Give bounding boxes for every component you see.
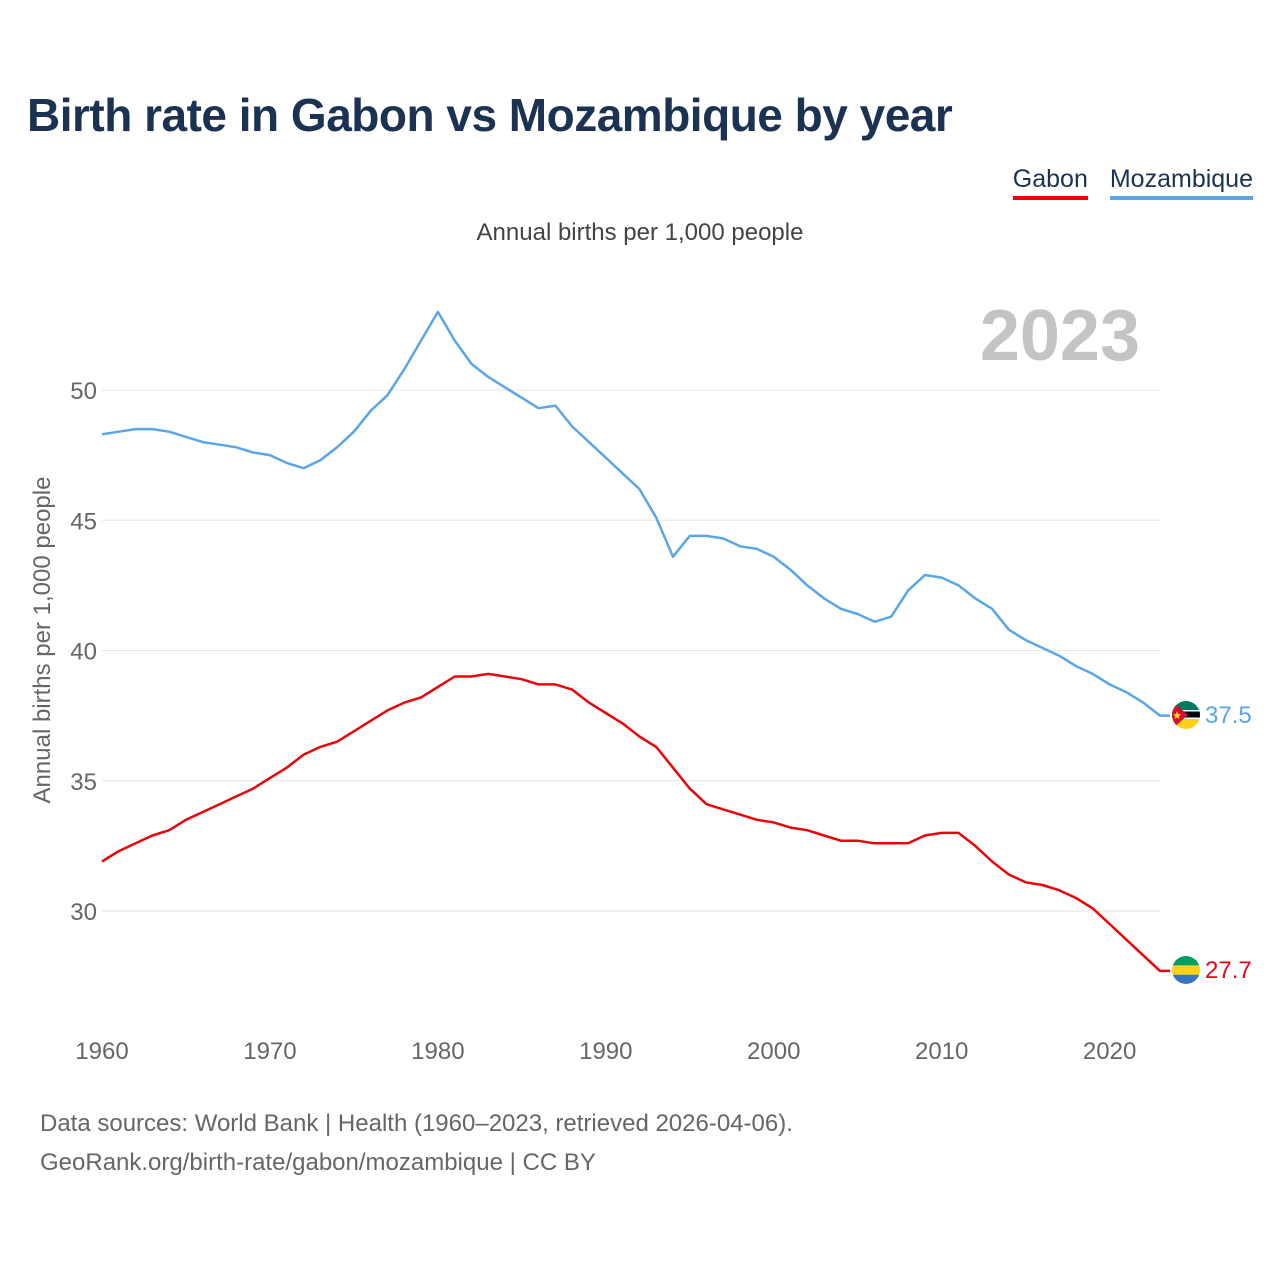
end-value-mozambique: 37.5 xyxy=(1205,702,1252,729)
y-tick-label-40: 40 xyxy=(70,639,97,666)
y-tick-label-30: 30 xyxy=(70,899,97,926)
x-tick-label-1960: 1960 xyxy=(75,1038,128,1065)
x-tick-label-1990: 1990 xyxy=(579,1038,632,1065)
y-tick-label-50: 50 xyxy=(70,378,97,405)
page-title: Birth rate in Gabon vs Mozambique by yea… xyxy=(27,89,953,141)
x-tick-label-1970: 1970 xyxy=(243,1038,296,1065)
legend-item-gabon[interactable]: Gabon xyxy=(1012,164,1088,200)
current-year-label: 2023 xyxy=(980,296,1140,376)
legend: Gabon Mozambique xyxy=(1012,164,1253,200)
y-axis-label: Annual births per 1,000 people xyxy=(29,477,56,804)
y-tick-labels: 30 35 40 45 50 xyxy=(70,378,97,926)
line-chart: Annual births per 1,000 people 2023 Annu… xyxy=(29,219,1252,1065)
end-value-gabon: 27.7 xyxy=(1205,957,1252,984)
data-source-text: Data sources: World Bank | Health (1960–… xyxy=(40,1110,793,1137)
y-tick-label-35: 35 xyxy=(70,769,97,796)
source-footer: Data sources: World Bank | Health (1960–… xyxy=(40,1104,793,1182)
x-tick-labels: 1960 1970 1980 1990 2000 2010 2020 xyxy=(75,1038,1136,1065)
y-tick-label-45: 45 xyxy=(70,508,97,535)
x-tick-label-2020: 2020 xyxy=(1083,1038,1136,1065)
mozambique-flag-icon xyxy=(1172,701,1200,729)
legend-item-mozambique[interactable]: Mozambique xyxy=(1109,164,1253,200)
x-tick-label-2010: 2010 xyxy=(915,1038,968,1065)
attribution-link[interactable]: GeoRank.org/birth-rate/gabon/mozambique … xyxy=(40,1149,596,1176)
x-tick-label-1980: 1980 xyxy=(411,1038,464,1065)
grid-lines xyxy=(102,389,1160,912)
x-tick-label-2000: 2000 xyxy=(747,1038,800,1065)
series-line-mozambique[interactable] xyxy=(101,310,1170,717)
gabon-flag-icon xyxy=(1172,956,1200,984)
series-line-gabon[interactable] xyxy=(101,672,1170,973)
chart-subtitle: Annual births per 1,000 people xyxy=(477,219,804,246)
